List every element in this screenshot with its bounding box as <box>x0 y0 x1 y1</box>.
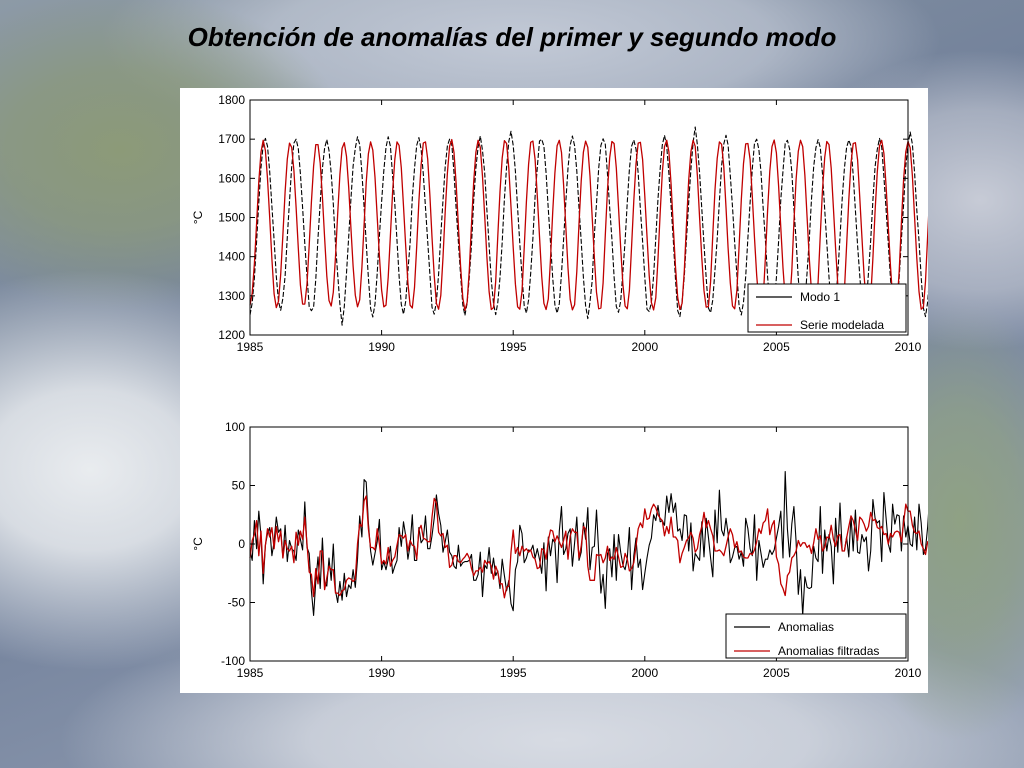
x-tick-label: 1995 <box>500 666 527 680</box>
y-tick-label: 1800 <box>218 93 245 107</box>
legend-box <box>747 283 907 333</box>
chart-1: 1985 1990 1995 2000 2005 2010 1200 1300 1400 1500… <box>191 93 928 354</box>
y-tick-label: 50 <box>232 479 246 493</box>
legend-label-2: Serie modelada <box>800 318 884 332</box>
y-tick-label: 1300 <box>218 289 245 303</box>
chart-2: 1985 1990 1995 2000 2005 2010 -100 -50 0 50 100 °C A… <box>191 420 928 680</box>
x-tick-label: 2000 <box>631 340 658 354</box>
y-tick-label: 1500 <box>218 211 245 225</box>
legend-label-2: Anomalias filtradas <box>778 644 879 658</box>
slide-title: Obtención de anomalías del primer y segu… <box>187 22 837 52</box>
x-tick-label: 1990 <box>368 340 395 354</box>
legend: Anomalias Anomalias filtradas <box>725 613 907 659</box>
x-tick-label: 2005 <box>763 666 790 680</box>
legend-label-1: Anomalias <box>778 620 834 634</box>
y-tick-label: 1700 <box>218 132 245 146</box>
figure-svg: 1985 1990 1995 2000 2005 2010 1200 1300 1400 1500… <box>191 93 928 680</box>
series-line-1 <box>249 470 928 616</box>
x-tick-label: 1985 <box>237 666 264 680</box>
figure-panel: 1985 1990 1995 2000 2005 2010 1200 1300 1400 1500… <box>180 88 928 693</box>
y-tick-label: 1200 <box>218 328 245 342</box>
y-tick-label: 1600 <box>218 171 245 185</box>
x-tick-label: 2010 <box>895 340 922 354</box>
series-line-2 <box>249 138 928 311</box>
y-tick-label: -50 <box>228 596 246 610</box>
x-tick-label: 1995 <box>500 340 527 354</box>
y-tick-label: 1400 <box>218 250 245 264</box>
y-axis-label: °C <box>191 210 205 224</box>
series-line-2 <box>249 495 928 599</box>
x-tick-label: 2005 <box>763 340 790 354</box>
y-tick-label: -100 <box>221 654 245 668</box>
y-tick-label: 0 <box>238 537 245 551</box>
legend: Modo 1 Serie modelada <box>747 283 907 333</box>
y-axis-label: °C <box>191 537 205 551</box>
x-tick-label: 2010 <box>895 666 922 680</box>
y-tick-label: 100 <box>225 420 245 434</box>
x-tick-label: 2000 <box>631 666 658 680</box>
x-tick-label: 1990 <box>368 666 395 680</box>
x-tick-label: 1985 <box>237 340 264 354</box>
legend-label-1: Modo 1 <box>800 290 840 304</box>
